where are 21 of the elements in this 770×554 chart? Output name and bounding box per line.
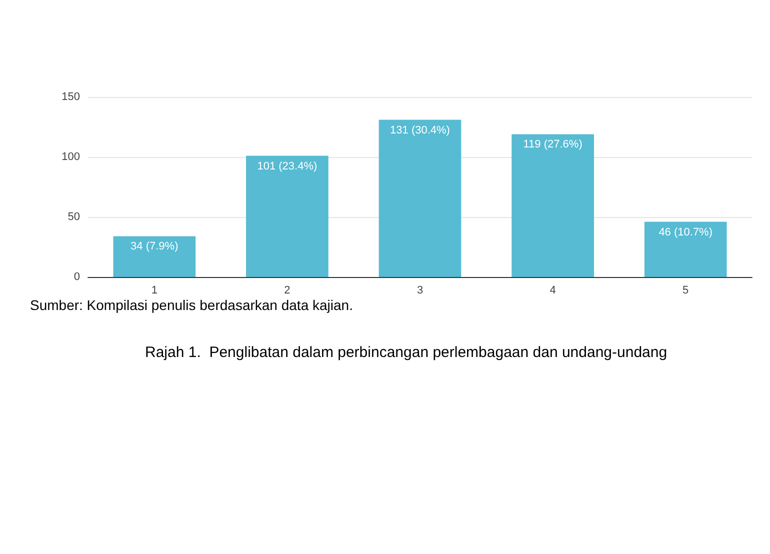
y-tick-label: 100	[62, 151, 80, 163]
y-tick-label: 0	[74, 271, 80, 283]
bar	[512, 134, 594, 277]
text: Rajah 1. Penglibatan dalam perbincangan perlembagaan dan undang-undang	[145, 344, 668, 361]
x-tick-label: 2	[284, 284, 290, 296]
data-label: 101 (23.4%)	[257, 160, 318, 172]
y-tick-label: 150	[62, 91, 80, 103]
y-tick-label: 50	[68, 211, 80, 223]
x-tick-label: 4	[550, 284, 556, 296]
bar	[113, 236, 196, 277]
data-label: 46 (10.7%)	[658, 226, 713, 238]
bar	[246, 156, 328, 277]
x-tick-label: 1	[151, 284, 158, 296]
x-tick-label: 5	[682, 284, 689, 296]
bar	[644, 222, 727, 277]
text: Sumber: Kompilasi penulis berdasarkan data kajian.	[30, 297, 353, 313]
bar	[378, 120, 462, 277]
x-tick-label: 3	[416, 284, 424, 296]
data-label: 131 (30.4%)	[390, 124, 450, 136]
data-label: 119 (27.6%)	[523, 138, 582, 151]
data-label: 34 (7.9%)	[130, 240, 178, 253]
